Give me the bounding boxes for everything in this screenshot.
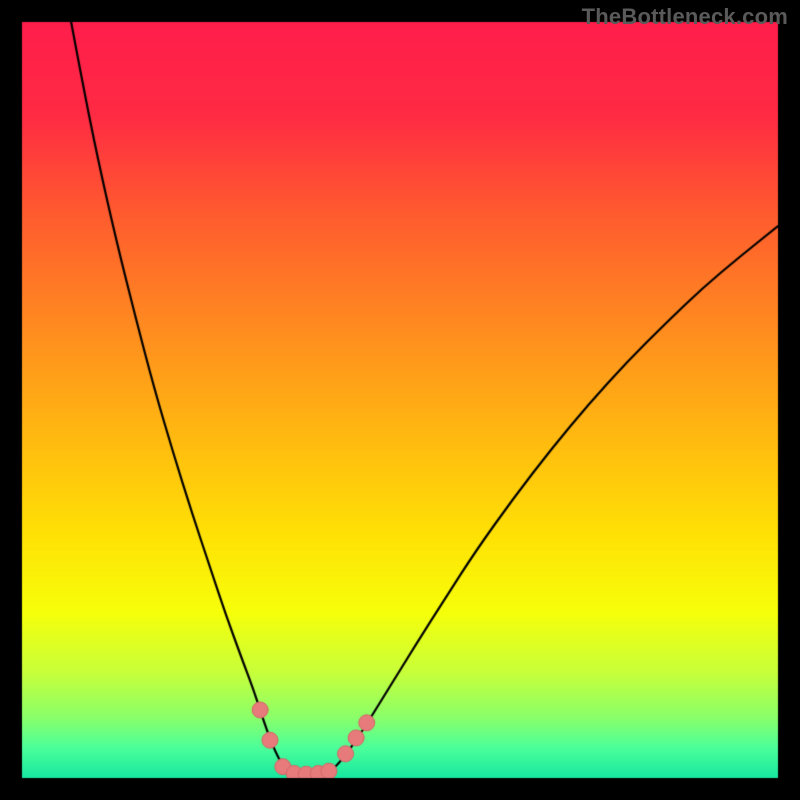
chart-stage: TheBottleneck.com	[0, 0, 800, 800]
bottleneck-curve-chart	[0, 0, 800, 800]
watermark-text: TheBottleneck.com	[582, 4, 788, 30]
